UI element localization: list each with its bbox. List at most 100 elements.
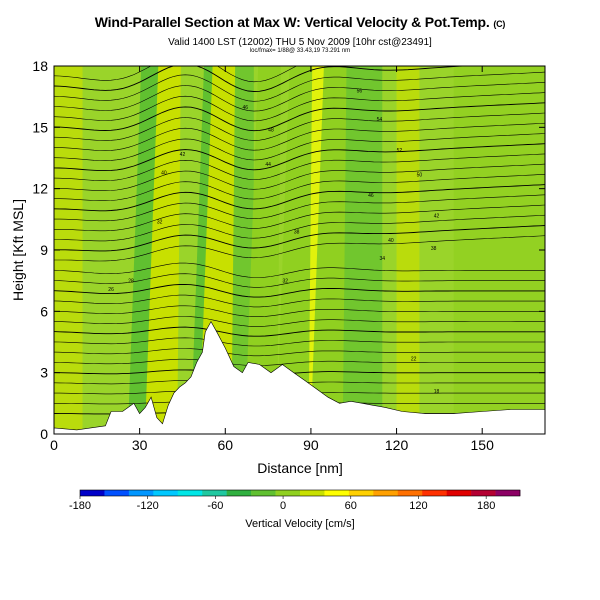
colorbar-swatch xyxy=(226,490,252,496)
colorbar-swatch xyxy=(80,490,105,496)
chart-title-text: Wind-Parallel Section at Max W: Vertical… xyxy=(94,14,490,30)
theta-contour xyxy=(54,326,545,337)
contour-label: 46 xyxy=(242,105,248,111)
theta-contour xyxy=(54,71,545,102)
theta-contour xyxy=(54,262,545,278)
terrain-mask xyxy=(54,320,545,434)
colorbar-tick-label: -60 xyxy=(207,500,223,512)
theta-contour xyxy=(54,102,545,132)
contour-label: 40 xyxy=(161,170,167,176)
theta-contour xyxy=(54,316,545,327)
y-tick-label: 6 xyxy=(40,303,48,319)
theta-contour xyxy=(54,82,545,112)
x-tick-label: 120 xyxy=(385,437,409,453)
theta-contour xyxy=(54,358,545,366)
theta-contour xyxy=(54,66,472,92)
colorbar-swatch xyxy=(251,490,276,496)
plot-area: 26 28 32 40 42 46 48 44 38 32 56 54 52 50 46 42 40 38 34 22… xyxy=(54,66,545,434)
contour-label: 52 xyxy=(397,148,403,154)
colorbar-swatch xyxy=(495,490,521,496)
colorbar-swatch xyxy=(177,490,203,496)
valid-time-suffix: [10hr cst@23491] xyxy=(352,37,432,48)
y-axis-label: Height [Kft MSL] xyxy=(10,199,26,301)
chart-title: Wind-Parallel Section at Max W: Vertical… xyxy=(0,14,600,30)
theta-contour xyxy=(54,337,545,347)
background-band xyxy=(453,66,545,434)
colorbar-tick-label: 0 xyxy=(280,500,286,512)
x-axis: 0 30 60 90 120 150 xyxy=(50,66,494,453)
contour-label: 54 xyxy=(377,117,383,123)
x-tick-label: 30 xyxy=(132,437,148,453)
theta-contour xyxy=(54,133,545,161)
theta-contour xyxy=(54,92,545,122)
colorbar-swatch xyxy=(324,490,350,496)
updraft-band xyxy=(310,66,347,434)
x-tick-label: 0 xyxy=(50,437,58,453)
contour-label: 40 xyxy=(388,238,394,244)
updraft-band xyxy=(244,66,281,434)
theta-contour xyxy=(54,235,545,262)
colorbar-tick-label: -120 xyxy=(137,500,159,512)
valid-time-text: Valid 1400 LST (12002) THU 5 Nov 2009 xyxy=(168,37,350,48)
contour-label: 38 xyxy=(431,246,437,252)
colorbar-swatch xyxy=(300,490,325,496)
contour-label: 42 xyxy=(180,152,186,158)
colorbar-swatch xyxy=(128,490,154,496)
contour-label: 18 xyxy=(434,389,440,395)
contour-label: 28 xyxy=(128,279,134,285)
colorbar-swatch xyxy=(397,490,423,496)
theta-contour xyxy=(54,305,545,317)
y-tick-label: 9 xyxy=(40,242,48,258)
contour-label: 38 xyxy=(294,230,300,236)
contour-label: 48 xyxy=(268,127,274,133)
theta-contour xyxy=(54,294,545,308)
y-tick-label: 3 xyxy=(40,365,48,381)
y-axis: 0 3 6 9 12 15 18 xyxy=(32,58,545,442)
theta-contour xyxy=(54,283,545,298)
theta-contour xyxy=(54,174,545,201)
theta-contour xyxy=(54,122,545,151)
chart-info-line: loc/fmax= 1/88@ 33.43,19 73.291 nm xyxy=(249,48,351,54)
contour-label: 22 xyxy=(411,356,417,362)
updraft-band xyxy=(144,66,181,434)
colorbar-swatch xyxy=(202,490,227,496)
contour-label: 32 xyxy=(282,279,288,285)
theta-contour xyxy=(54,348,545,357)
contour-label: 50 xyxy=(417,172,423,178)
chart-valid-line: Valid 1400 LST (12002) THU 5 Nov 2009 [1… xyxy=(0,37,600,48)
contour-label: 56 xyxy=(357,89,363,95)
colorbar-swatch xyxy=(471,490,496,496)
theta-contour xyxy=(54,194,545,222)
y-tick-label: 15 xyxy=(32,119,48,135)
colorbar: -180 -120 -60 0 60 120 180 xyxy=(69,489,521,512)
contour-label: 26 xyxy=(108,287,114,293)
theta-contour xyxy=(54,143,545,172)
theta-contour xyxy=(54,112,545,141)
updraft-0 xyxy=(144,66,181,434)
colorbar-swatch xyxy=(373,490,399,496)
contour-label: 46 xyxy=(368,193,374,199)
updraft-4 xyxy=(310,66,347,434)
theta-contour xyxy=(54,153,545,182)
x-tick-label: 150 xyxy=(471,437,495,453)
y-tick-label: 12 xyxy=(32,181,48,197)
theta-contour xyxy=(54,214,545,242)
chart-title-suffix: (C) xyxy=(493,19,506,29)
x-axis-label: Distance [nm] xyxy=(257,460,343,476)
colorbar-label: Vertical Velocity [cm/s] xyxy=(245,518,354,530)
theta-contour xyxy=(54,273,545,288)
contour-label: 44 xyxy=(265,162,271,168)
theta-contour xyxy=(54,204,545,232)
contour-label: 32 xyxy=(157,219,163,225)
contour-label: 42 xyxy=(434,213,440,219)
colorbar-tick-label: 60 xyxy=(345,500,357,512)
colorbar-tick-label: 120 xyxy=(409,500,427,512)
contour-label: 34 xyxy=(380,256,386,262)
theta-contour xyxy=(54,184,545,212)
colorbar-swatch xyxy=(153,490,179,496)
colorbar-frame xyxy=(79,489,521,497)
colorbar-swatch xyxy=(104,490,130,496)
x-tick-label: 90 xyxy=(303,437,319,453)
theta-contour xyxy=(54,163,545,191)
